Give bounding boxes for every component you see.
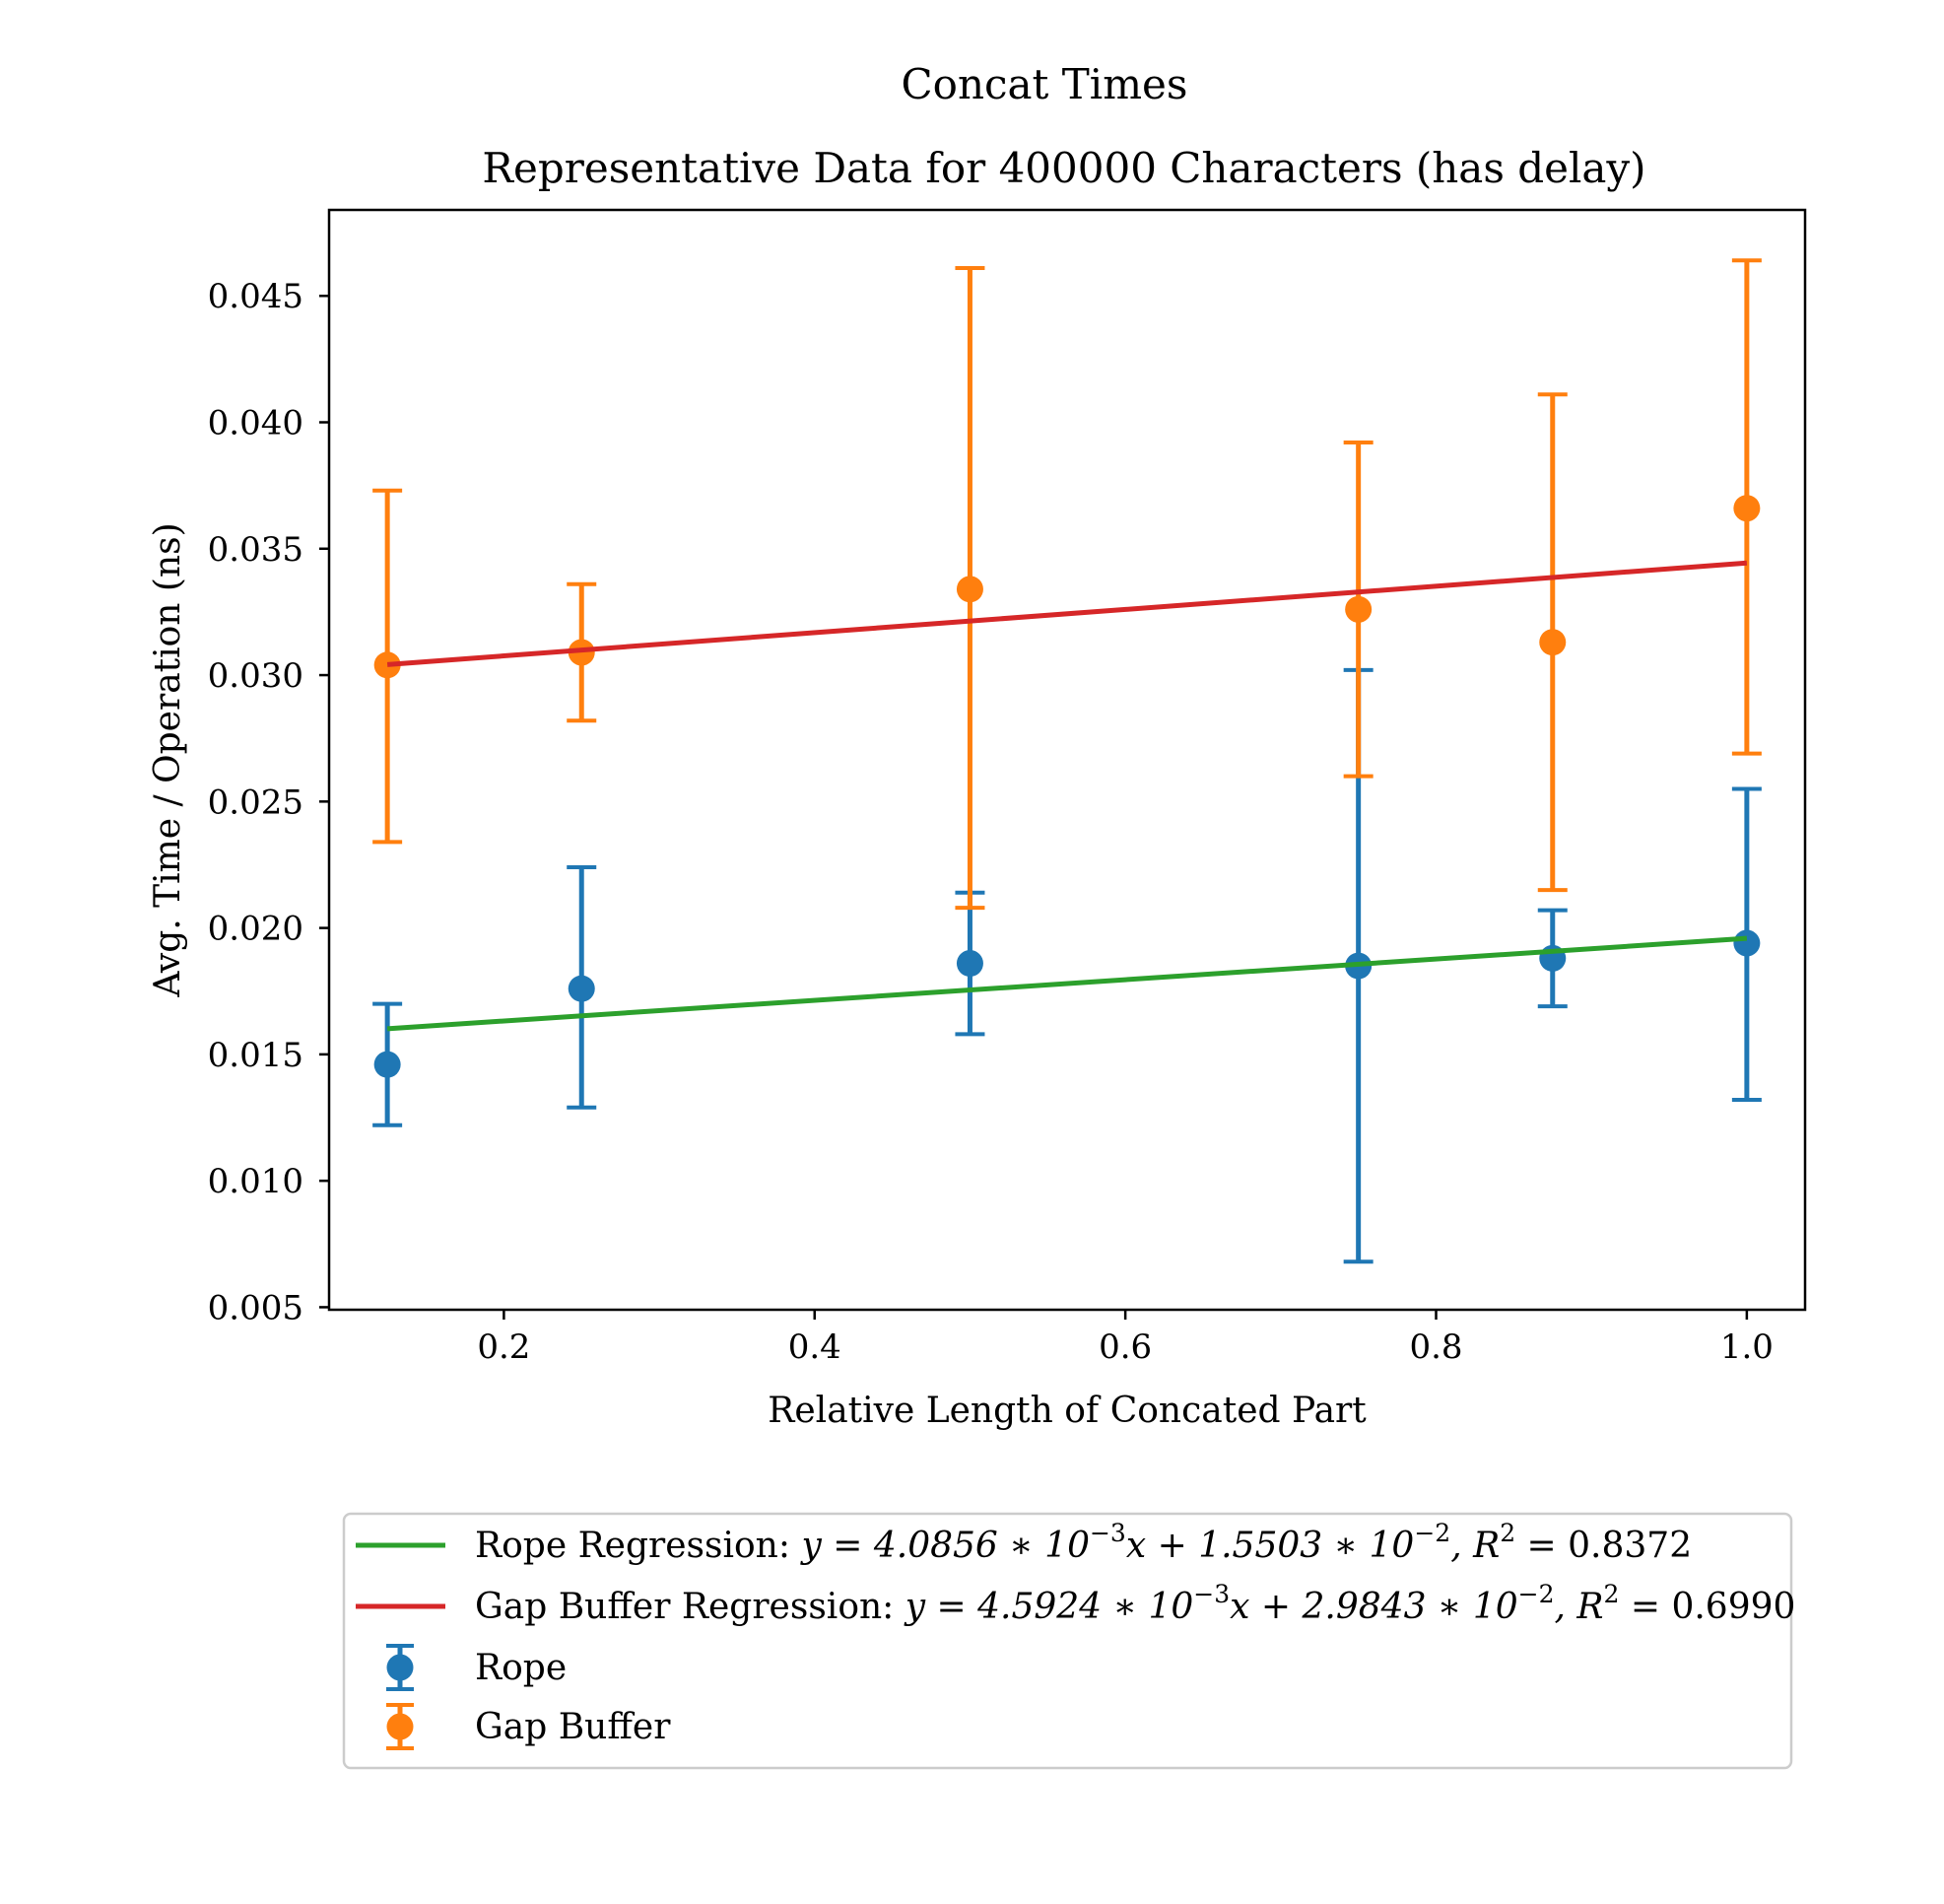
x-tick-label: 0.2: [477, 1327, 530, 1367]
x-axis: 0.2 0.4 0.6 0.8 1.0: [477, 1310, 1774, 1367]
legend-text-part: y = 4.0856 ∗ 10: [799, 1526, 1090, 1566]
legend-text-part: Rope Regression:: [475, 1526, 790, 1566]
legend-item: Rope Regression: y = 4.0856 ∗ 10−3x + 1.…: [356, 1519, 1692, 1566]
series-gap-buffer: [372, 258, 1762, 911]
y-tick-label: 0.040: [208, 404, 303, 443]
x-tick-label: 0.4: [788, 1327, 841, 1367]
regression-line-rope-regression: [386, 935, 1748, 1032]
data-point: [373, 1051, 401, 1078]
legend-text-part: x + 2.9843 ∗ 10: [1230, 1587, 1517, 1627]
legend-item: Gap Buffer Regression: y = 4.5924 ∗ 10−3…: [356, 1580, 1795, 1627]
legend-label: Rope: [475, 1648, 567, 1688]
y-tick-label: 0.020: [208, 910, 303, 949]
x-tick-label: 0.8: [1409, 1327, 1462, 1367]
legend-marker: [386, 1654, 414, 1681]
legend-text-part: = 0.8372: [1515, 1526, 1692, 1566]
legend-label: Gap Buffer: [475, 1707, 671, 1747]
legend-label: Gap Buffer Regression: y = 4.5924 ∗ 10−3…: [475, 1580, 1795, 1627]
data-point: [1733, 495, 1761, 522]
legend-item: Rope: [386, 1644, 567, 1691]
plot-marks: [372, 258, 1762, 1264]
legend-text-part: Gap Buffer Regression:: [475, 1587, 894, 1627]
legend-text-part: −2: [1518, 1580, 1555, 1608]
regression-line-gap-buffer-regression: [386, 560, 1748, 667]
data-point: [1539, 629, 1567, 656]
legend-label: Rope Regression: y = 4.0856 ∗ 10−3x + 1.…: [475, 1519, 1692, 1566]
y-tick-label: 0.005: [208, 1288, 303, 1327]
series-rope: [372, 667, 1762, 1264]
data-point: [373, 651, 401, 679]
legend: Rope Regression: y = 4.0856 ∗ 10−3x + 1.…: [342, 1512, 1795, 1770]
y-tick-label: 0.035: [208, 530, 303, 570]
y-axis-label: Avg. Time / Operation (ns): [148, 522, 188, 997]
data-point: [956, 950, 983, 978]
y-tick-label: 0.010: [208, 1162, 303, 1201]
legend-text-part: x + 1.5503 ∗ 10: [1126, 1526, 1414, 1566]
y-tick-label: 0.045: [208, 277, 303, 316]
legend-frame: [342, 1512, 1793, 1770]
legend-text-part: Rope: [475, 1648, 567, 1688]
legend-marker: [386, 1713, 414, 1740]
legend-text-part: [790, 1526, 801, 1566]
legend-text-part: = 0.6990: [1619, 1587, 1795, 1627]
y-tick-label: 0.025: [208, 782, 303, 822]
legend-text-part: , R: [1450, 1526, 1500, 1566]
data-point: [1345, 595, 1373, 623]
x-axis-label: Relative Length of Concated Part: [768, 1391, 1367, 1431]
legend-item: Gap Buffer: [386, 1703, 671, 1750]
legend-text-part: y = 4.5924 ∗ 10: [904, 1587, 1194, 1627]
legend-text-part: −2: [1414, 1519, 1450, 1547]
y-tick-label: 0.030: [208, 656, 303, 696]
legend-text-part: 2: [1604, 1580, 1620, 1608]
data-point: [1733, 929, 1761, 957]
legend-text-part: [894, 1587, 905, 1627]
y-axis: 0.005 0.010 0.015 0.020 0.025 0.030 0.035 0.040…: [208, 277, 329, 1327]
axes-frame: [327, 208, 1807, 1312]
data-point: [568, 975, 595, 1002]
legend-text-part: −3: [1193, 1580, 1230, 1608]
data-point: [956, 576, 983, 603]
legend-text-part: −3: [1090, 1519, 1126, 1547]
legend-text-part: 2: [1500, 1519, 1515, 1547]
x-tick-label: 0.6: [1099, 1327, 1152, 1367]
chart-suptitle: Concat Times: [902, 60, 1188, 108]
x-tick-label: 1.0: [1720, 1327, 1774, 1367]
legend-text-part: Gap Buffer: [475, 1707, 671, 1747]
legend-text-part: , R: [1555, 1587, 1604, 1627]
chart-title: Representative Data for 400000 Character…: [482, 144, 1645, 192]
y-tick-label: 0.015: [208, 1036, 303, 1075]
